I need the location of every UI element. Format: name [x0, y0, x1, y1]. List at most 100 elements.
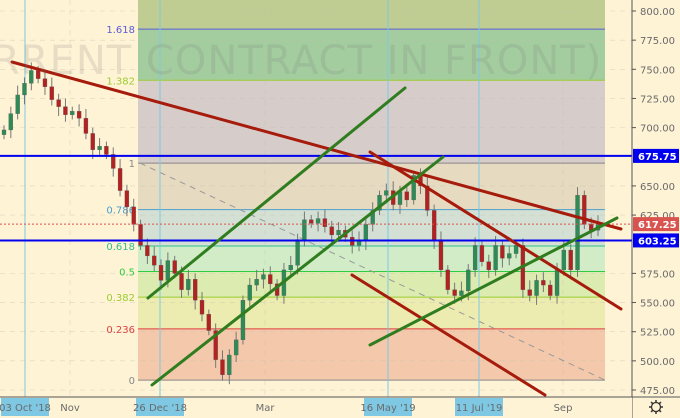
fib-level-label: 0.382	[106, 293, 135, 304]
candle-body	[309, 219, 314, 224]
candle-body	[527, 289, 532, 296]
candle-body	[452, 289, 457, 296]
candle-body	[534, 280, 539, 296]
candle-body	[117, 168, 123, 191]
trendline-green-channel-bottom	[150, 155, 445, 387]
candle-body	[254, 279, 259, 286]
price-tick-label: 750.00	[640, 65, 675, 76]
gear-icon-tooth	[658, 409, 662, 413]
candle-body	[56, 99, 61, 107]
gear-icon-tooth	[650, 409, 654, 413]
candle-body	[404, 191, 409, 201]
candle-body	[425, 185, 430, 211]
price-label-tag: 617.25	[633, 217, 679, 232]
time-label-highlight	[136, 398, 184, 416]
candle-body	[268, 274, 273, 285]
gear-icon[interactable]	[649, 400, 663, 414]
price-tag-text: 603.25	[638, 236, 677, 247]
gear-icon-tooth	[650, 401, 654, 405]
candle-body	[500, 245, 505, 259]
price-tag-bg	[633, 148, 679, 163]
candle-body	[261, 274, 266, 280]
time-tick-label: 26 Dec '18	[133, 403, 187, 414]
price-tick-label: 700.00	[640, 124, 675, 135]
candle-body	[220, 359, 225, 375]
price-tick-label: 500.00	[640, 357, 675, 368]
fib-zone	[138, 163, 605, 210]
fib-level-label: 0.5	[119, 268, 135, 279]
price-tag-text: 675.75	[638, 152, 677, 163]
time-label-highlight	[364, 398, 412, 416]
candle-body	[233, 339, 239, 356]
time-axis	[0, 397, 632, 418]
candle-body	[445, 269, 450, 290]
candle-body	[575, 195, 580, 271]
candle-body	[97, 146, 102, 150]
fib-level-label: 1.618	[106, 25, 135, 36]
time-tick-label: 16 May '19	[360, 403, 415, 414]
candle-body	[63, 106, 68, 115]
candle-body	[561, 249, 567, 271]
candle-body	[486, 261, 491, 271]
fib-zone	[138, 80, 605, 164]
price-tick-label: 625.00	[640, 211, 675, 222]
candle-body	[329, 226, 334, 236]
candle-body	[179, 273, 184, 290]
candle-body	[315, 218, 321, 224]
candle-body	[90, 133, 95, 150]
candle-body	[8, 113, 13, 131]
time-label-highlight	[455, 398, 503, 416]
candle-body	[165, 260, 171, 281]
candle-body	[295, 239, 300, 266]
price-tag-text: 617.25	[638, 220, 677, 231]
candle-body	[206, 314, 211, 331]
candle-body	[411, 175, 416, 201]
price-tick-label: 550.00	[640, 299, 675, 310]
time-tick-label: 03 Oct '18	[0, 403, 51, 414]
fib-trend-dashed-line	[139, 162, 606, 381]
candle-body	[431, 210, 437, 240]
candle-body	[384, 190, 389, 196]
candle-body	[131, 206, 136, 225]
fib-level-label: 0	[129, 376, 135, 387]
candle-body	[29, 70, 34, 84]
candle-body	[152, 255, 157, 266]
candle-body	[104, 146, 109, 155]
candle-body	[466, 269, 471, 292]
price-tick-label: 575.00	[640, 269, 675, 280]
gear-icon-tooth	[658, 401, 662, 405]
candle-body	[240, 300, 246, 341]
candle-body	[15, 94, 20, 114]
candle-body	[145, 245, 150, 257]
candle-body	[377, 195, 382, 211]
fib-zone	[138, 271, 605, 298]
candle-body	[568, 249, 573, 271]
price-label-tag: 675.75	[633, 148, 679, 163]
price-axis	[632, 0, 680, 418]
trendline-red-upper	[10, 60, 623, 231]
candle-body	[336, 230, 341, 236]
candle-body	[158, 265, 164, 281]
trendline-green-support	[368, 216, 619, 347]
candle-body	[493, 245, 498, 271]
candle-body	[138, 224, 143, 246]
candle-body	[186, 279, 191, 290]
price-tick-label: 800.00	[640, 7, 675, 18]
watermark-text: RRENT CONTRACT IN FRONT)	[0, 38, 603, 84]
candle-body	[124, 190, 130, 208]
fib-level-label: 1	[129, 159, 135, 170]
fib-zone	[138, 29, 605, 81]
price-tick-label: 650.00	[640, 182, 675, 193]
candle-body	[472, 245, 478, 271]
candle-body	[554, 269, 560, 296]
candle-body	[479, 245, 485, 262]
time-label-highlight	[1, 398, 49, 416]
price-tag-bg	[633, 217, 679, 232]
candle-body	[111, 154, 116, 169]
candle-body	[363, 224, 369, 241]
price-tick-label: 525.00	[640, 328, 675, 339]
candle-body	[288, 265, 293, 271]
price-label-tag: 603.25	[633, 233, 679, 248]
